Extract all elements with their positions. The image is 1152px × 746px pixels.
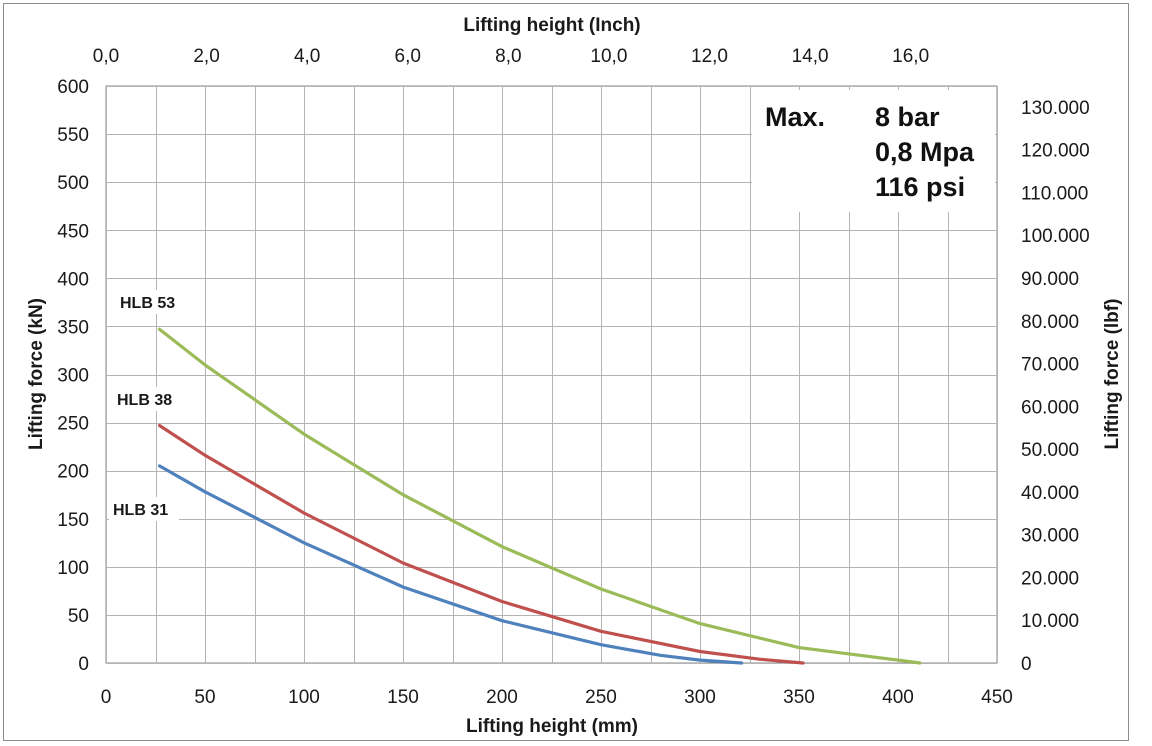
y-left-tick-label: 0: [78, 654, 89, 675]
note-box: [752, 90, 995, 212]
x-top-tick-label: 16,0: [892, 46, 929, 67]
y-left-tick-label: 150: [57, 510, 89, 531]
x-top-tick-label: 4,0: [294, 46, 320, 67]
x-bottom-tick-label: 400: [882, 687, 914, 708]
y-left-tick-label: 100: [57, 558, 89, 579]
series-labels: HLB 53 HLB 38 HLB 31: [109, 290, 186, 521]
y-right-tick-label: 20.000: [1021, 568, 1079, 589]
y-right-tick-label: 130.000: [1021, 98, 1090, 119]
series-label-hlb-53: HLB 53: [120, 295, 175, 312]
x-bottom-tick-label: 0: [101, 687, 112, 708]
y-right-tick-label: 40.000: [1021, 483, 1079, 504]
y-right-tick-label: 70.000: [1021, 355, 1079, 376]
y-left-tick-label: 50: [68, 606, 89, 627]
series-label-background: [113, 387, 183, 411]
x-bottom-tick-label: 150: [387, 687, 419, 708]
series-line-hlb-53: [157, 327, 922, 665]
x-bottom-tick-label: 300: [684, 687, 716, 708]
y-right-tick-label: 120.000: [1021, 141, 1090, 162]
series-layer: [157, 327, 922, 665]
x-top-tick-label: 0,0: [93, 46, 119, 67]
x-top-tick-label: 10,0: [590, 46, 627, 67]
y-left-tick-label: 250: [57, 414, 89, 435]
y-left-tick-label: 600: [57, 77, 89, 98]
y-right-tick-label: 60.000: [1021, 397, 1079, 418]
y-right-tick-label: 100.000: [1021, 226, 1090, 247]
y-right-tick-label: 0: [1021, 654, 1032, 675]
x-bottom-tick-label: 250: [585, 687, 617, 708]
y-right-tick-label: 50.000: [1021, 440, 1079, 461]
x-bottom-tick-label: 50: [194, 687, 215, 708]
y-left-axis-title: Lifting force (kN): [26, 298, 47, 450]
x-bottom-axis-title: Lifting height (mm): [466, 716, 638, 737]
series-label-background: [109, 497, 179, 521]
x-bottom-tick-label: 450: [981, 687, 1013, 708]
x-top-tick-label: 2,0: [193, 46, 219, 67]
y-right-tick-label: 110.000: [1021, 183, 1088, 204]
x-bottom-tick-label: 200: [486, 687, 518, 708]
tick-labels: 0 50 100 150 200 250 300 350 400 450 0,0 2,0 4,0 6,0 8…: [57, 46, 1089, 708]
y-left-tick-label: 450: [57, 221, 89, 242]
x-bottom-tick-label: 350: [783, 687, 815, 708]
y-left-tick-label: 350: [57, 317, 89, 338]
y-left-tick-label: 300: [57, 366, 89, 387]
y-left-tick-label: 550: [57, 125, 89, 146]
y-right-tick-label: 10.000: [1021, 611, 1079, 632]
x-top-tick-label: 6,0: [395, 46, 421, 67]
series-label-background: [116, 290, 186, 314]
note-pressure-mpa: 0,8 Mpa: [875, 137, 975, 167]
x-top-axis-title: Lifting height (Inch): [463, 15, 640, 36]
x-top-tick-label: 8,0: [495, 46, 521, 67]
note-pressure-psi: 116 psi: [875, 172, 965, 202]
note-max-label: Max.: [765, 102, 825, 132]
x-top-tick-label: 14,0: [792, 46, 829, 67]
y-left-tick-label: 200: [57, 462, 89, 483]
x-top-tick-label: 12,0: [691, 46, 728, 67]
series-label-hlb-38: HLB 38: [117, 392, 172, 409]
y-right-axis-title: Lifting force (lbf): [1102, 299, 1123, 450]
y-left-tick-label: 400: [57, 269, 89, 290]
series-line-hlb-38: [157, 423, 805, 665]
y-right-tick-label: 90.000: [1021, 269, 1079, 290]
y-left-tick-label: 500: [57, 173, 89, 194]
y-right-tick-label: 30.000: [1021, 526, 1079, 547]
x-bottom-tick-label: 100: [288, 687, 320, 708]
note-pressure-bar: 8 bar: [875, 102, 940, 132]
y-right-tick-label: 80.000: [1021, 312, 1079, 333]
series-label-hlb-31: HLB 31: [113, 502, 168, 519]
series-line-hlb-31: [157, 464, 744, 665]
